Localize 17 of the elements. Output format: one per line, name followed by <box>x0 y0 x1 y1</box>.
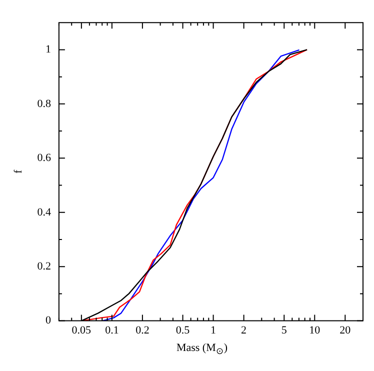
y-tick-label: 0.8 <box>37 98 52 110</box>
x-tick-label: 5 <box>281 324 288 336</box>
x-tick-label: 0.05 <box>72 324 92 336</box>
x-axis-title: Mass (M$_{⊙}$) <box>175 341 229 358</box>
x-tick-label: 2 <box>241 324 247 336</box>
y-tick-label: 0.6 <box>37 152 52 164</box>
x-tick-label: 20 <box>340 324 352 336</box>
x-tick-label: 1 <box>210 324 216 336</box>
x-tick-label: 0.1 <box>105 324 119 336</box>
x-tick-label: 0.2 <box>136 324 150 336</box>
y-axis-title: f <box>12 170 24 174</box>
y-tick-label: 0.4 <box>37 206 52 218</box>
y-tick-label: 0.2 <box>37 260 51 272</box>
x-tick-label: 0.5 <box>176 324 190 336</box>
y-tick-label: 0 <box>45 314 52 327</box>
x-tick-label: 10 <box>309 324 321 336</box>
y-tick-label: 1 <box>45 44 51 56</box>
